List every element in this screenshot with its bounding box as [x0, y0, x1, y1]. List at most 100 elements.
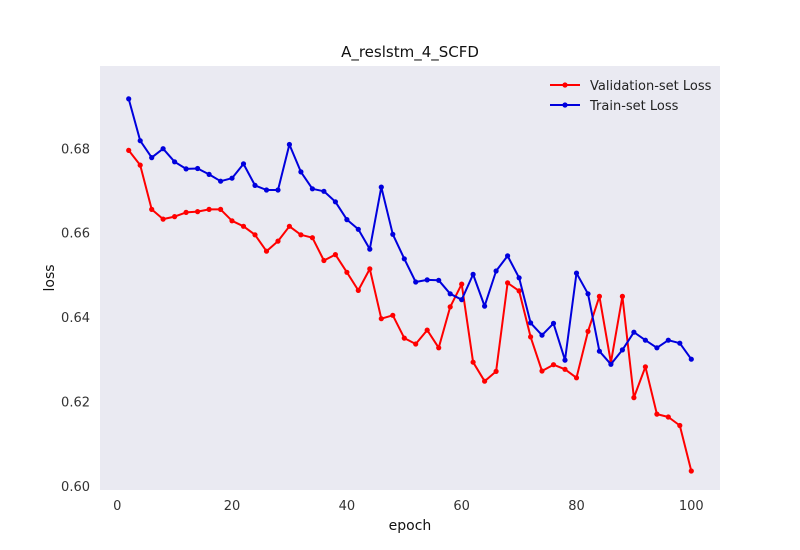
plot-area [100, 66, 720, 490]
data-point-train-set-loss [688, 356, 694, 362]
y-tick-label: 0.60 [61, 480, 90, 495]
data-point-train-set-loss [252, 182, 258, 188]
data-point-train-set-loss [654, 345, 660, 351]
data-point-train-set-loss [218, 178, 224, 184]
data-point-train-set-loss [562, 357, 568, 363]
y-tick-label: 0.64 [61, 311, 90, 326]
data-point-train-set-loss [459, 297, 465, 303]
data-point-validation-set-loss [401, 335, 407, 341]
data-point-validation-set-loss [596, 293, 603, 299]
data-point-validation-set-loss [149, 206, 155, 212]
data-point-train-set-loss [137, 138, 143, 144]
data-point-validation-set-loss [539, 368, 545, 374]
x-tick-label: 20 [224, 499, 241, 514]
data-point-validation-set-loss [447, 304, 453, 310]
data-point-validation-set-loss [585, 328, 591, 334]
legend-label: Validation-set Loss [590, 79, 712, 94]
data-point-train-set-loss [275, 187, 281, 193]
data-point-train-set-loss [229, 175, 235, 181]
data-point-validation-set-loss [183, 209, 189, 215]
data-point-train-set-loss [160, 146, 166, 152]
data-point-validation-set-loss [321, 257, 327, 264]
series-train-set-loss [126, 96, 694, 367]
y-tick-label: 0.62 [61, 395, 90, 410]
legend: Validation-set Loss Train-set Loss [550, 79, 712, 114]
data-point-validation-set-loss [252, 232, 258, 238]
data-point-validation-set-loss [528, 334, 534, 340]
data-point-validation-set-loss [493, 368, 499, 374]
data-point-train-set-loss [631, 329, 637, 335]
data-point-validation-set-loss [172, 214, 178, 220]
data-point-validation-set-loss [665, 414, 671, 420]
data-point-train-set-loss [539, 332, 545, 338]
data-point-validation-set-loss [436, 345, 442, 351]
data-point-train-set-loss [344, 217, 350, 223]
data-point-train-set-loss [528, 320, 534, 326]
data-point-train-set-loss [332, 199, 338, 205]
data-point-validation-set-loss [390, 312, 396, 318]
data-point-train-set-loss [665, 337, 671, 343]
data-point-validation-set-loss [459, 281, 465, 287]
series-layer [126, 96, 694, 474]
x-tick-label: 60 [453, 499, 470, 514]
data-point-validation-set-loss [550, 362, 557, 368]
data-point-train-set-loss [206, 171, 212, 177]
data-point-validation-set-loss [619, 293, 626, 299]
data-point-validation-set-loss [206, 206, 212, 212]
y-tick-label: 0.66 [61, 227, 90, 242]
data-point-validation-set-loss [344, 269, 350, 275]
data-point-train-set-loss [482, 303, 488, 309]
data-point-validation-set-loss [562, 366, 568, 372]
data-point-train-set-loss [608, 361, 614, 367]
data-point-train-set-loss [367, 246, 373, 252]
y-axis-label: loss [42, 264, 58, 291]
x-tick-label: 0 [113, 499, 121, 514]
data-point-validation-set-loss [309, 235, 315, 241]
data-point-train-set-loss [505, 253, 511, 259]
data-point-train-set-loss [436, 277, 442, 283]
series-validation-set-loss [126, 147, 694, 474]
data-point-train-set-loss [493, 268, 499, 274]
data-point-validation-set-loss [413, 341, 419, 347]
data-point-validation-set-loss [286, 223, 292, 229]
data-point-validation-set-loss [263, 248, 270, 254]
data-point-train-set-loss [240, 161, 247, 167]
data-point-validation-set-loss [631, 395, 637, 401]
data-point-train-set-loss [413, 279, 419, 285]
data-point-train-set-loss [321, 188, 327, 194]
data-point-train-set-loss [573, 270, 580, 276]
data-point-validation-set-loss [677, 422, 683, 429]
x-tick-label: 40 [339, 499, 356, 514]
data-point-train-set-loss [298, 169, 304, 175]
legend-marker [562, 82, 568, 88]
data-point-train-set-loss [183, 166, 189, 172]
data-point-train-set-loss [195, 165, 201, 172]
data-point-train-set-loss [172, 159, 178, 165]
data-point-validation-set-loss [298, 232, 304, 238]
data-point-train-set-loss [401, 256, 407, 262]
data-point-train-set-loss [355, 226, 361, 232]
data-point-train-set-loss [286, 141, 292, 148]
data-point-train-set-loss [596, 348, 603, 354]
data-point-train-set-loss [126, 96, 132, 102]
data-point-validation-set-loss [378, 316, 384, 322]
data-point-validation-set-loss [332, 252, 338, 258]
data-point-validation-set-loss [160, 216, 166, 222]
y-tick-label: 0.68 [61, 142, 90, 157]
data-point-train-set-loss [149, 155, 155, 161]
data-point-train-set-loss [447, 291, 453, 297]
data-point-train-set-loss [585, 291, 591, 297]
x-tick-label: 80 [568, 499, 585, 514]
legend-marker [562, 102, 568, 108]
data-point-train-set-loss [642, 337, 649, 343]
legend-item-train-set-loss: Train-set Loss [550, 99, 679, 114]
data-point-validation-set-loss [470, 359, 476, 365]
data-point-train-set-loss [424, 277, 430, 283]
data-point-validation-set-loss [137, 162, 143, 168]
data-point-validation-set-loss [482, 378, 488, 384]
data-point-validation-set-loss [218, 206, 224, 212]
data-point-train-set-loss [263, 187, 270, 193]
data-point-train-set-loss [516, 275, 522, 281]
x-tick-label: 100 [679, 499, 704, 514]
